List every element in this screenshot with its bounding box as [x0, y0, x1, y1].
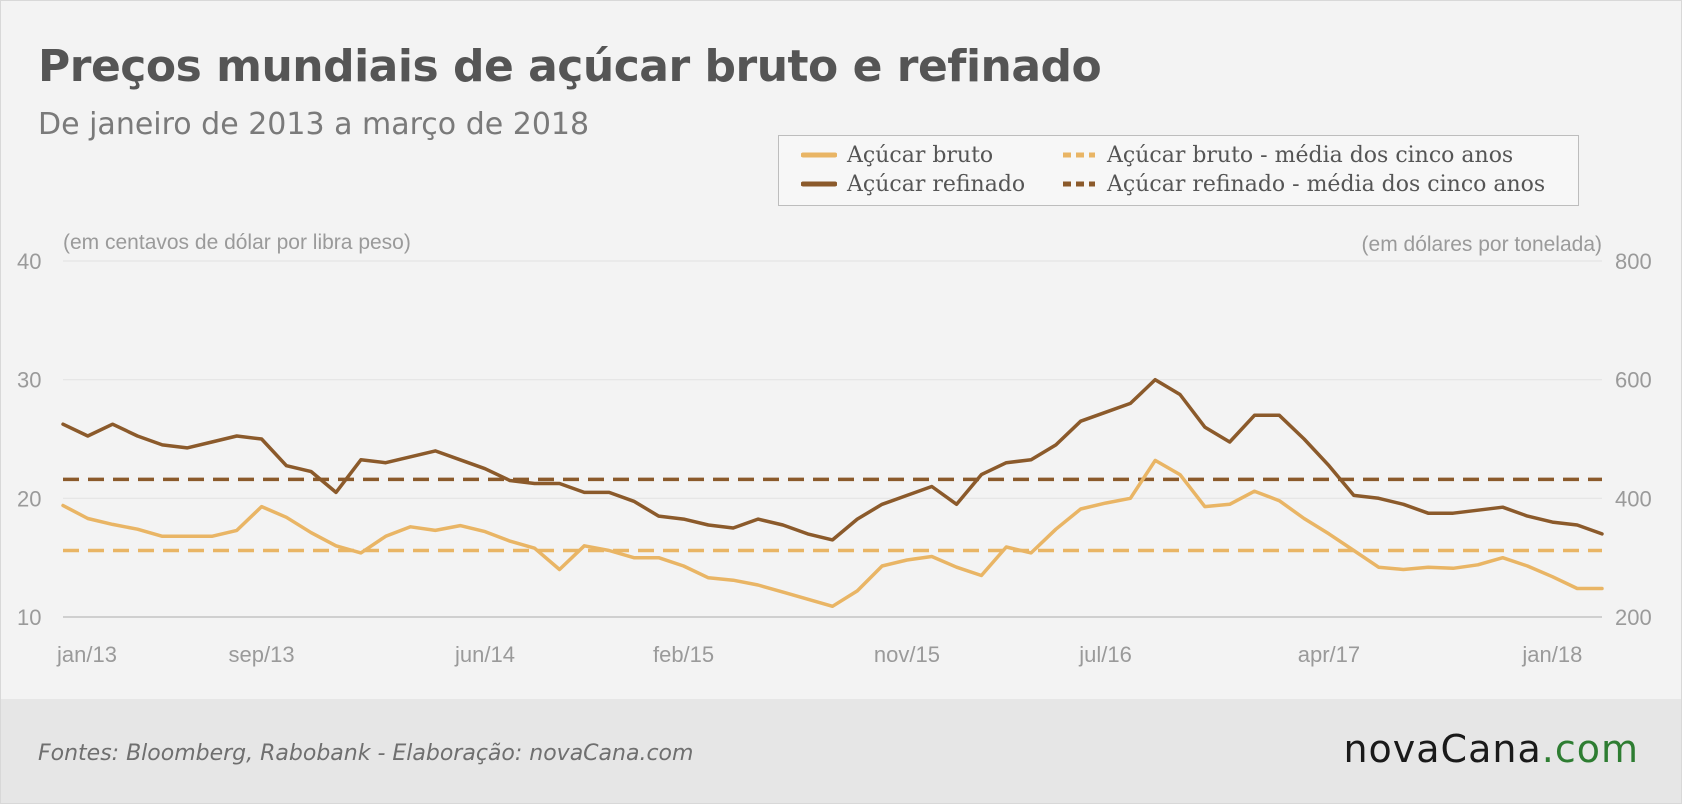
left-tick-label: 10 [17, 605, 41, 630]
legend-label-refinado: Açúcar refinado [847, 171, 1026, 197]
price-chart: 10 20 30 40 200 400 600 800 jan/13 sep/13 jun/14 fe… [17, 231, 1652, 667]
novacana-logo: novaCana.com [1343, 727, 1639, 771]
legend-item-refinado-media: Açúcar refinado - média dos cinco anos [1061, 170, 1545, 198]
series-line [61, 458, 1604, 609]
legend-swatch-refinado-media [1063, 181, 1095, 187]
series-lines [61, 377, 1604, 609]
x-tick-label: jan/13 [56, 642, 117, 667]
left-tick-label: 30 [17, 368, 41, 393]
legend-label-refinado-media: Açúcar refinado - média dos cinco anos [1107, 171, 1546, 197]
x-tick-label: jul/16 [1078, 642, 1132, 667]
legend-swatch-bruto [801, 152, 837, 158]
logo-tld: .com [1541, 727, 1639, 771]
legend-item-bruto-media: Açúcar bruto - média dos cinco anos [1061, 141, 1513, 169]
logo-name: novaCana [1343, 727, 1542, 771]
right-tick-label: 400 [1615, 486, 1652, 511]
series-line [61, 377, 1604, 542]
chart-subtitle: De janeiro de 2013 a março de 2018 [38, 107, 590, 142]
left-tick-label: 40 [17, 249, 41, 274]
x-tick-label: apr/17 [1298, 642, 1360, 667]
x-tick-label: nov/15 [874, 642, 940, 667]
gridlines [63, 260, 1602, 618]
legend-swatch-bruto-media [1063, 152, 1095, 158]
x-tick-label: jun/14 [454, 642, 515, 667]
legend-label-bruto-media: Açúcar bruto - média dos cinco anos [1107, 142, 1514, 168]
right-tick-label: 600 [1615, 368, 1652, 393]
right-tick-label: 200 [1615, 605, 1652, 630]
left-tick-label: 20 [17, 486, 41, 511]
legend-item-refinado: Açúcar refinado [801, 170, 1025, 198]
legend-label-bruto: Açúcar bruto [847, 142, 994, 168]
chart-title: Preços mundiais de açúcar bruto e refina… [38, 41, 1102, 92]
legend: Açúcar bruto Açúcar refinado Açúcar brut… [778, 135, 1579, 206]
legend-swatch-refinado [801, 181, 837, 187]
right-tick-label: 800 [1615, 249, 1652, 274]
x-tick-label: sep/13 [229, 642, 295, 667]
footer: Fontes: Bloomberg, Rabobank - Elaboração… [1, 699, 1681, 803]
left-axis-label: (em centavos de dólar por libra peso) [63, 231, 411, 254]
source-note: Fontes: Bloomberg, Rabobank - Elaboração… [38, 741, 694, 766]
x-tick-label: feb/15 [653, 642, 714, 667]
legend-item-bruto: Açúcar bruto [801, 141, 993, 169]
x-tick-label: jan/18 [1521, 642, 1582, 667]
right-axis-label: (em dólares por tonelada) [1362, 233, 1602, 256]
axis-ticks: 10 20 30 40 200 400 600 800 jan/13 sep/13 jun/14 fe… [17, 249, 1652, 667]
